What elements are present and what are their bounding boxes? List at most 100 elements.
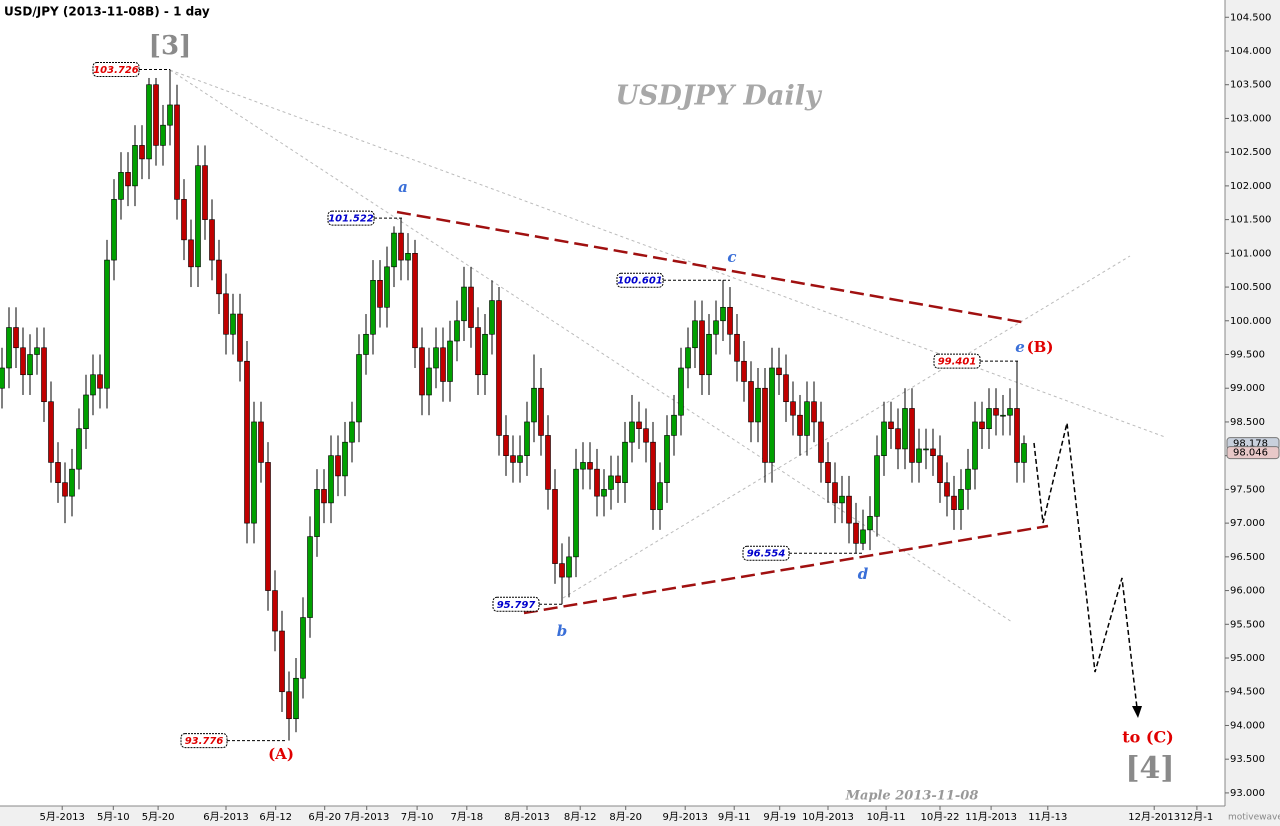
- y-tick-label: 104.000: [1230, 46, 1271, 57]
- projection-arrow: [1132, 706, 1142, 718]
- wave-label: a: [398, 178, 408, 196]
- price-label: 99.401: [938, 357, 977, 368]
- candle-body: [720, 306, 726, 322]
- x-tick-label: 9月-19: [763, 811, 796, 823]
- candle-body: [797, 414, 803, 436]
- candle-body: [1000, 414, 1006, 417]
- plot-area: [0, 0, 1225, 806]
- candle-body: [83, 394, 89, 429]
- x-tick-label: 12月-2013: [1128, 811, 1180, 823]
- candle-body: [363, 333, 369, 355]
- candle-body: [48, 401, 54, 463]
- candle-body: [580, 462, 586, 470]
- candle-body: [27, 354, 33, 376]
- candle-body: [566, 556, 572, 578]
- candle-body: [937, 455, 943, 483]
- candle-body: [118, 172, 124, 200]
- y-tick-label: 94.500: [1230, 687, 1265, 698]
- x-tick-label: 8月-20: [609, 811, 642, 823]
- candle-body: [755, 387, 761, 423]
- candle-body: [951, 495, 957, 510]
- projection-path: [1033, 422, 1138, 709]
- brand: motivewave.com: [1228, 813, 1280, 823]
- price-label: 95.797: [497, 600, 536, 611]
- trendlines: [169, 69, 1166, 718]
- price-label: 103.726: [93, 65, 139, 76]
- x-tick-label: 5月-2013: [39, 811, 84, 823]
- candle-body: [664, 435, 670, 483]
- y-tick-label: 93.000: [1230, 788, 1265, 799]
- x-tick-label: 11月-2013: [965, 811, 1017, 823]
- candle-body: [370, 280, 376, 335]
- candle-body: [615, 475, 621, 483]
- y-tick-label: 103.500: [1230, 80, 1271, 91]
- candle-body: [237, 313, 243, 362]
- candle-body: [559, 563, 565, 578]
- candle-body: [167, 104, 173, 126]
- candle-body: [419, 347, 425, 396]
- candle-body: [678, 367, 684, 416]
- y-tick-label: 96.500: [1230, 552, 1265, 563]
- candle-body: [251, 421, 257, 524]
- candle-body: [930, 448, 936, 456]
- candle-body: [13, 327, 19, 349]
- candle-body: [377, 280, 383, 308]
- x-tick-label: 10月-2013: [802, 811, 854, 823]
- candle-body: [97, 374, 103, 389]
- y-tick-label: 102.000: [1230, 181, 1271, 192]
- candle-body: [62, 482, 68, 497]
- candle-body: [517, 455, 523, 463]
- candle-body: [741, 360, 747, 382]
- candle-body: [258, 421, 264, 463]
- price-label: 101.522: [328, 214, 374, 225]
- candle-body: [244, 360, 250, 524]
- candle-body: [20, 347, 26, 376]
- wave-label: (A): [268, 745, 294, 763]
- candle-body: [104, 259, 110, 389]
- candle-body: [594, 468, 600, 497]
- candle-body: [496, 300, 502, 436]
- candle-body: [461, 286, 467, 322]
- y-tick-label: 101.000: [1230, 248, 1271, 259]
- candle-body: [279, 630, 285, 693]
- candle-body: [300, 617, 306, 679]
- y-tick-label: 93.500: [1230, 754, 1265, 765]
- x-tick-label: 10月-11: [867, 811, 906, 823]
- x-tick-label: 12月-1: [1181, 811, 1214, 823]
- candle-body: [860, 529, 866, 544]
- candle-body: [125, 172, 131, 187]
- candle-body: [510, 455, 516, 463]
- x-tick-label: 6月-12: [259, 811, 292, 823]
- candle-body: [468, 286, 474, 328]
- candle-body: [769, 367, 775, 463]
- y-tick-label: 99.500: [1230, 350, 1265, 361]
- candle-body: [1007, 408, 1013, 416]
- channel-line: [523, 524, 1049, 615]
- x-tick-label: 9月-2013: [662, 811, 707, 823]
- candle-body: [391, 232, 397, 268]
- candle-body: [699, 320, 705, 376]
- candle-body: [762, 387, 768, 463]
- candle-body: [853, 522, 859, 544]
- candle-body: [993, 408, 999, 416]
- wave-label: b: [557, 622, 568, 640]
- candle-body: [1014, 408, 1020, 463]
- candle-body: [881, 421, 887, 456]
- x-axis-strip: [0, 806, 1225, 826]
- x-tick-label: 6月-20: [308, 811, 341, 823]
- candle-body: [160, 124, 166, 146]
- candle-body: [181, 199, 187, 241]
- candle-body: [909, 408, 915, 463]
- candle-body: [888, 421, 894, 429]
- x-tick-label: 10月-22: [920, 811, 959, 823]
- wave-labels: [3] (A) a b c d e (B) to (C) [4]: [149, 31, 1175, 786]
- candle-body: [524, 421, 530, 456]
- y-tick-label: 99.000: [1230, 383, 1265, 394]
- wave-label: (B): [1027, 338, 1054, 356]
- candle-body: [489, 300, 495, 335]
- wave-label: [3]: [149, 31, 192, 61]
- y-tick-label: 100.000: [1230, 316, 1271, 327]
- candle-body: [188, 239, 194, 268]
